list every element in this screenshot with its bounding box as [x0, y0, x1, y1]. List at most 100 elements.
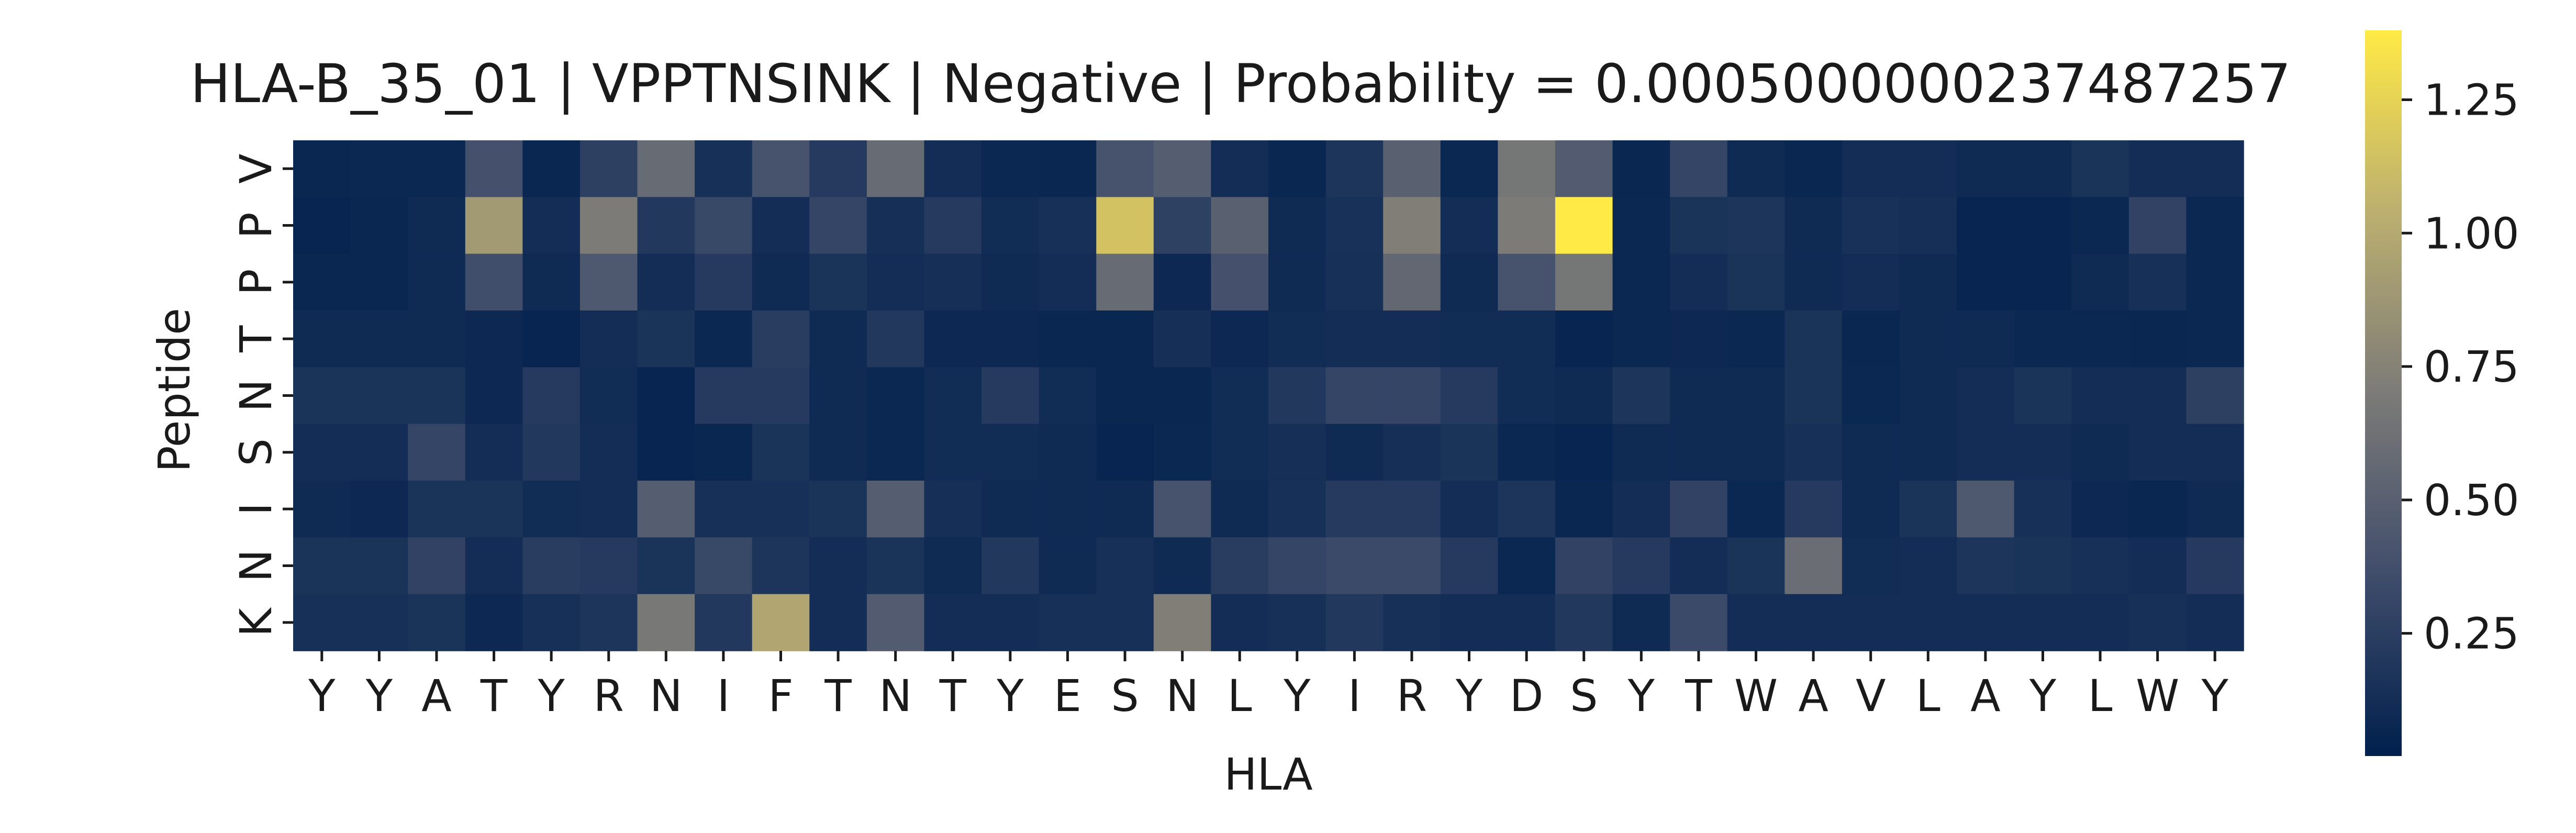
x-tick-label: L — [2088, 670, 2113, 721]
heatmap-cell — [1325, 253, 1384, 311]
x-tick-label: I — [717, 670, 730, 721]
heatmap-cell — [1211, 424, 1269, 481]
heatmap-cell — [1211, 367, 1269, 425]
heatmap-cell — [695, 424, 753, 481]
colorbar — [2365, 30, 2402, 756]
heatmap-cell — [293, 367, 351, 425]
heatmap-cell — [1612, 197, 1670, 254]
heatmap-cell — [408, 537, 466, 595]
heatmap-cell — [1211, 481, 1269, 538]
heatmap-cell — [1899, 140, 1957, 198]
x-tick-label: A — [421, 670, 451, 721]
heatmap-cell — [752, 197, 810, 254]
heatmap-cell — [752, 310, 810, 368]
heatmap-cell — [866, 140, 925, 198]
heatmap-cell — [579, 367, 638, 425]
heatmap-cell — [293, 140, 351, 198]
x-tick-label: A — [1798, 670, 1828, 721]
heatmap-cell — [350, 253, 408, 311]
heatmap-cell — [465, 481, 523, 538]
heatmap-cell — [1383, 253, 1441, 311]
heatmap-cell — [637, 253, 695, 311]
heatmap-cell — [809, 481, 867, 538]
heatmap-cell — [1555, 594, 1613, 651]
heatmap-cell — [293, 594, 351, 651]
heatmap-cell — [465, 197, 523, 254]
heatmap-cell — [1727, 140, 1786, 198]
heatmap-cell — [1153, 537, 1212, 595]
x-tick-label: W — [1734, 670, 1778, 721]
heatmap-cell — [752, 253, 810, 311]
heatmap-cell — [1039, 197, 1097, 254]
heatmap-cell — [1899, 310, 1957, 368]
heatmap-cell — [1727, 537, 1786, 595]
heatmap-cell — [1153, 253, 1212, 311]
heatmap-cell — [1153, 310, 1212, 368]
heatmap-cell — [809, 197, 867, 254]
heatmap-cell — [1612, 367, 1670, 425]
heatmap-cell — [637, 594, 695, 651]
heatmap-cell — [1325, 197, 1384, 254]
heatmap-cell — [1440, 310, 1499, 368]
heatmap-cell — [1670, 367, 1728, 425]
heatmap-cell — [1039, 140, 1097, 198]
heatmap-cell — [982, 594, 1040, 651]
heatmap-cell — [924, 253, 982, 311]
heatmap-cell — [1899, 594, 1957, 651]
heatmap-cell — [637, 140, 695, 198]
x-tick-label: Y — [365, 670, 393, 721]
heatmap-cell — [1727, 367, 1786, 425]
heatmap-cell — [465, 140, 523, 198]
heatmap-cell — [1555, 197, 1613, 254]
heatmap-cell — [982, 140, 1040, 198]
heatmap-cell — [2014, 367, 2072, 425]
x-tick-label: Y — [537, 670, 565, 721]
heatmap-cell — [2186, 481, 2244, 538]
heatmap-cell — [1842, 537, 1900, 595]
heatmap-cell — [866, 197, 925, 254]
heatmap-cell — [1785, 424, 1843, 481]
heatmap-cell — [637, 481, 695, 538]
heatmap-cell — [1383, 367, 1441, 425]
heatmap-cell — [752, 537, 810, 595]
x-tick-label: Y — [2029, 670, 2057, 721]
heatmap-cell — [1039, 424, 1097, 481]
heatmap-cell — [2128, 537, 2187, 595]
heatmap-cell — [408, 481, 466, 538]
y-axis-label: Peptide — [149, 308, 200, 472]
colorbar-tick-label: 0.25 — [2424, 609, 2519, 659]
heatmap-cell — [924, 310, 982, 368]
heatmap-cell — [1785, 537, 1843, 595]
heatmap-cell — [695, 537, 753, 595]
heatmap-cell — [1612, 481, 1670, 538]
heatmap-cell — [1555, 481, 1613, 538]
heatmap-cell — [2071, 481, 2129, 538]
heatmap-cell — [1211, 253, 1269, 311]
heatmap-cell — [1957, 594, 2015, 651]
heatmap-cell — [1440, 594, 1499, 651]
heatmap-cell — [465, 310, 523, 368]
heatmap-cell — [982, 197, 1040, 254]
heatmap-cell — [1325, 367, 1384, 425]
heatmap-cell — [293, 197, 351, 254]
heatmap-cell — [866, 424, 925, 481]
heatmap-cell — [2186, 367, 2244, 425]
heatmap-cell — [1440, 253, 1499, 311]
heatmap-cell — [465, 253, 523, 311]
heatmap-cell — [695, 594, 753, 651]
heatmap-cell — [2071, 594, 2129, 651]
heatmap-cell — [350, 594, 408, 651]
heatmap-cell — [1211, 197, 1269, 254]
x-tick-label: A — [1970, 670, 2000, 721]
heatmap-cell — [982, 367, 1040, 425]
heatmap-cell — [2186, 594, 2244, 651]
heatmap-cell — [1211, 537, 1269, 595]
heatmap-cell — [1727, 594, 1786, 651]
heatmap-cell — [1383, 424, 1441, 481]
heatmap-cell — [2186, 253, 2244, 311]
heatmap-cell — [2128, 367, 2187, 425]
x-tick-label: N — [879, 670, 912, 721]
heatmap-cell — [522, 594, 581, 651]
x-tick-label: R — [594, 670, 624, 721]
